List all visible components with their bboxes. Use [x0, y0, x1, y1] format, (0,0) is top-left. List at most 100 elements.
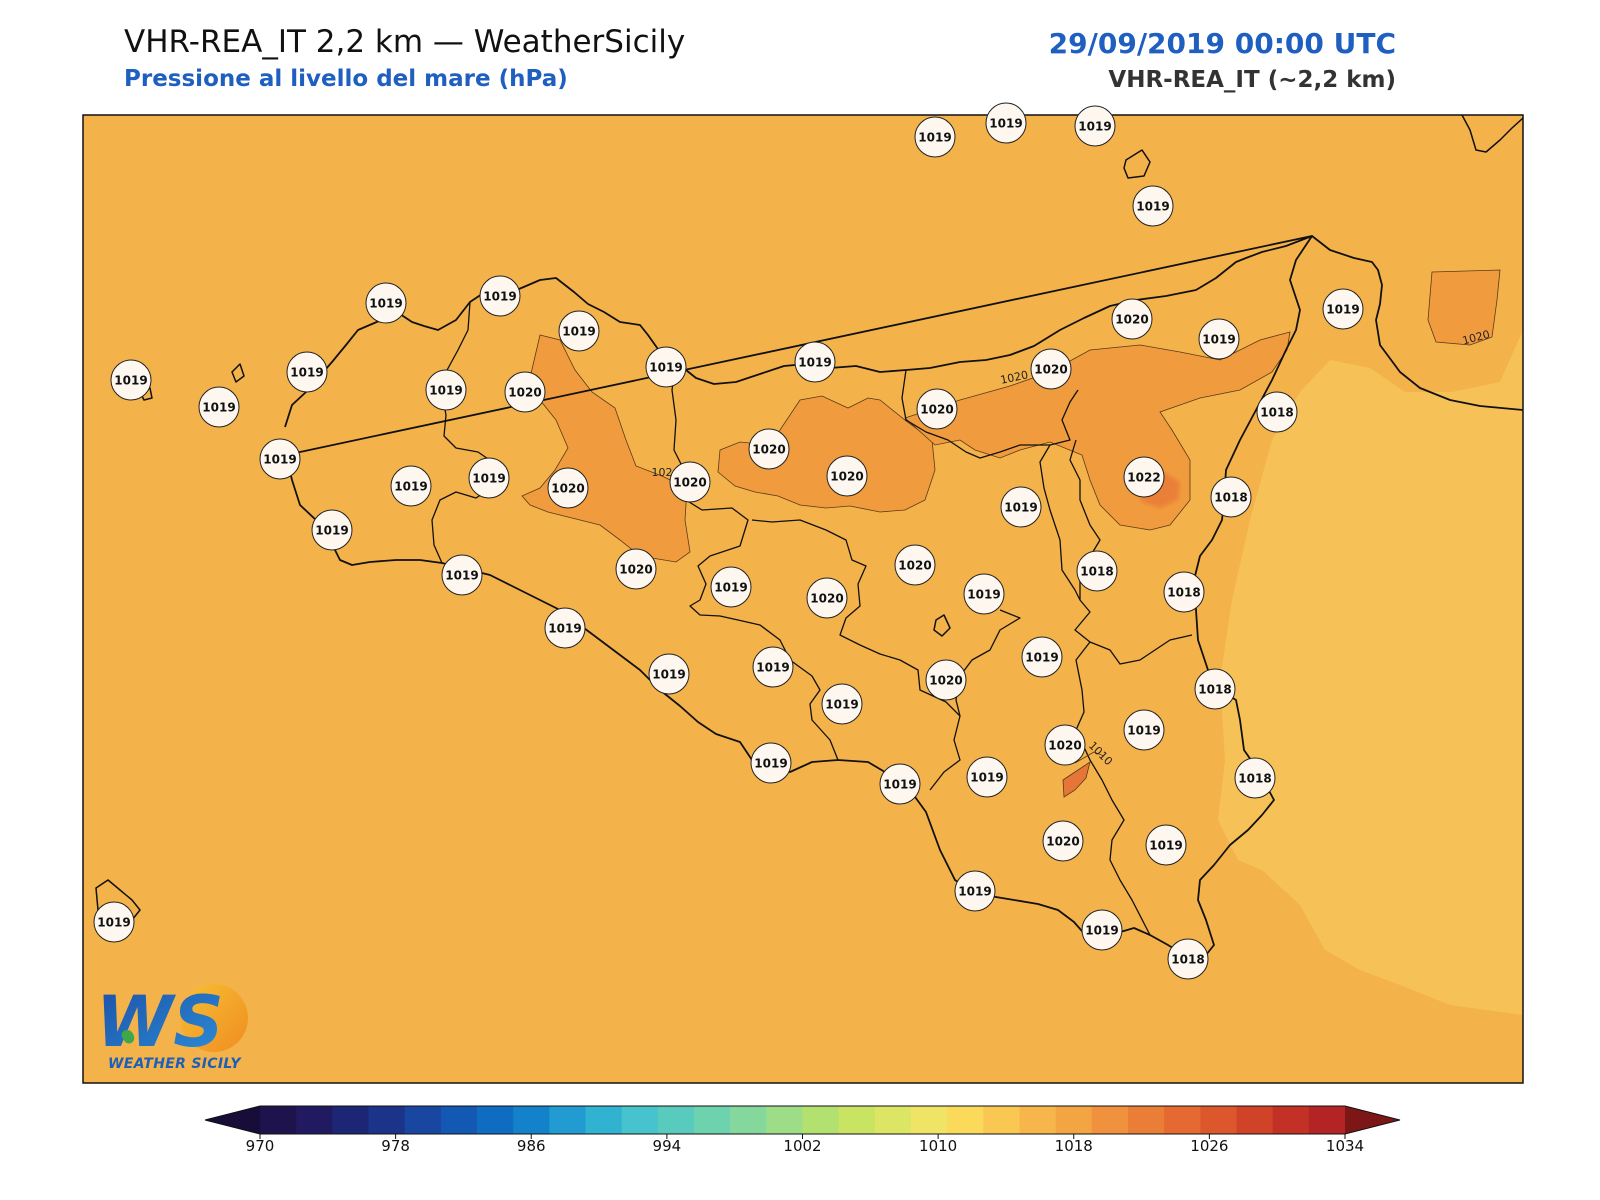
colorbar-bin [838, 1106, 876, 1134]
station-circle [985, 102, 1027, 144]
pressure-high-area [904, 331, 1291, 531]
station-circle [479, 275, 521, 317]
station-circle [794, 341, 836, 383]
station-circle [1132, 185, 1174, 227]
colorbar-bin [1164, 1106, 1201, 1134]
station-value: 1019 [1078, 120, 1111, 134]
colorbar-bin [1019, 1106, 1057, 1134]
pressure-peak-area [1062, 761, 1091, 798]
station-value: 1019 [263, 453, 296, 467]
colorbar-bin [1272, 1106, 1310, 1134]
station-marker: 1020 [826, 455, 868, 497]
station-circle [750, 742, 792, 784]
colorbar-bin [657, 1106, 695, 1134]
station-marker: 1019 [311, 509, 353, 551]
map-title: VHR-REA_IT 2,2 km — WeatherSicily [124, 24, 686, 60]
station-value: 1019 [1326, 303, 1359, 317]
station-marker: 1019 [468, 457, 510, 499]
station-value: 1020 [1034, 363, 1067, 377]
colorbar-tick-label: 1002 [783, 1137, 822, 1155]
station-marker: 1019 [752, 646, 794, 688]
colorbar-tick-label: 1026 [1190, 1137, 1229, 1155]
station-circle [1044, 724, 1086, 766]
colorbar-bin [621, 1106, 659, 1134]
station-value: 1019 [798, 356, 831, 370]
station-marker: 1019 [794, 341, 836, 383]
station-marker: 1019 [1145, 824, 1187, 866]
station-circle [441, 554, 483, 596]
svg-text:WS: WS [96, 981, 224, 1063]
station-circle [1234, 757, 1276, 799]
sicily-coastline [285, 235, 1313, 961]
colorbar-bin [368, 1106, 406, 1134]
station-circle [1256, 391, 1298, 433]
station-marker: 1019 [1198, 318, 1240, 360]
station-value: 1019 [1025, 651, 1058, 665]
station-circle [1030, 348, 1072, 390]
station-value: 1019 [649, 361, 682, 375]
station-circle [425, 369, 467, 411]
station-value: 1019 [369, 297, 402, 311]
station-marker: 1020 [1044, 724, 1086, 766]
colorbar-tick-label: 994 [652, 1137, 682, 1155]
station-marker: 1019 [365, 282, 407, 324]
station-value: 1019 [290, 366, 323, 380]
colorbar-tick-label: 1034 [1325, 1137, 1365, 1155]
colorbar-bin [874, 1106, 912, 1134]
station-circle [1145, 824, 1187, 866]
station-marker: 1019 [558, 310, 600, 352]
station-value: 1019 [315, 524, 348, 538]
station-circle [468, 457, 510, 499]
station-marker: 1019 [1000, 486, 1042, 528]
model-label: VHR-REA_IT (~2,2 km) [1108, 67, 1396, 93]
station-value: 1020 [1046, 835, 1079, 849]
station-value: 1019 [472, 472, 505, 486]
station-marker: 1019 [710, 566, 752, 608]
station-value: 1022 [1127, 471, 1160, 485]
station-value: 1020 [508, 386, 541, 400]
colorbar-bin [730, 1106, 767, 1134]
station-circle [1123, 709, 1165, 751]
station-marker: 1022 [1123, 456, 1165, 498]
station-circle [1167, 938, 1209, 980]
pressure-low-area [1218, 330, 1523, 1015]
station-marker: 1019 [648, 653, 690, 695]
station-circle [615, 548, 657, 590]
station-circle [963, 573, 1005, 615]
station-marker: 1019 [1132, 185, 1174, 227]
station-marker: 1020 [669, 461, 711, 503]
station-circle [1123, 456, 1165, 498]
station-marker: 1020 [748, 428, 790, 470]
station-marker: 1019 [259, 438, 301, 480]
station-value: 1018 [1198, 683, 1231, 697]
map-frame [82, 114, 1524, 1084]
station-circle [1021, 636, 1063, 678]
colorbar-bin [549, 1106, 587, 1134]
station-circle [1074, 105, 1116, 147]
station-value: 1019 [562, 325, 595, 339]
station-circle [806, 577, 848, 619]
station-circle [894, 544, 936, 586]
station-marker: 1020 [925, 659, 967, 701]
station-circle [752, 646, 794, 688]
station-marker: 1019 [914, 116, 956, 158]
station-circle [1000, 486, 1042, 528]
colorbar-bin [404, 1106, 442, 1134]
station-marker: 1019 [544, 607, 586, 649]
station-value: 1019 [114, 374, 147, 388]
station-circle [390, 465, 432, 507]
colorbar-bin [1200, 1106, 1238, 1134]
station-circle [110, 359, 152, 401]
station-circle [821, 683, 863, 725]
valid-datetime: 29/09/2019 00:00 UTC [1048, 27, 1396, 60]
station-circle [1111, 298, 1153, 340]
station-circle [879, 763, 921, 805]
station-value: 1019 [989, 117, 1022, 131]
station-value: 1020 [898, 559, 931, 573]
contour-label: 1020 [999, 368, 1029, 387]
station-circle [966, 756, 1008, 798]
station-marker: 1019 [1021, 636, 1063, 678]
station-value: 1020 [1115, 313, 1148, 327]
station-marker: 1019 [110, 359, 152, 401]
